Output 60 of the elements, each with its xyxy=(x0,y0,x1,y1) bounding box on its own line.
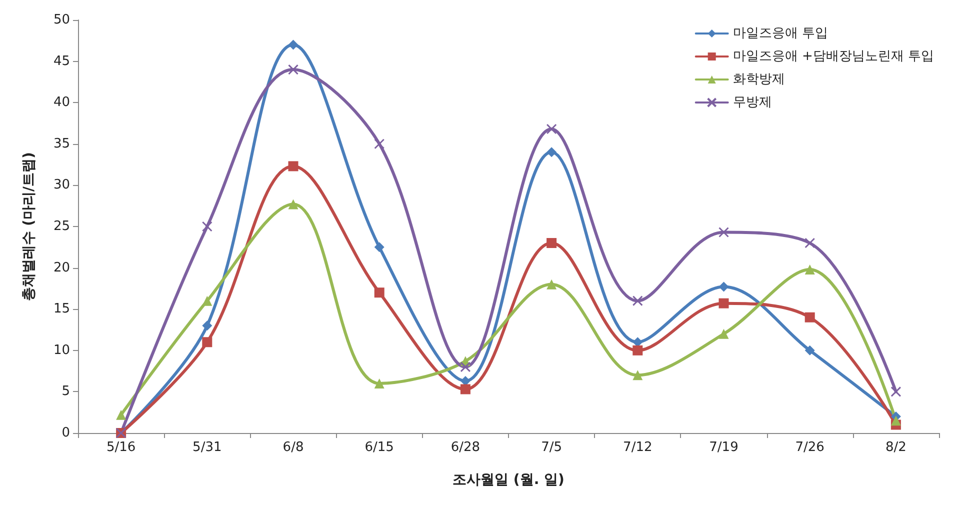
x-tick-label: 7/12 xyxy=(623,440,652,455)
legend-label: 화학방제 xyxy=(732,72,785,87)
x-tick-label: 5/16 xyxy=(106,440,136,455)
y-tick-label: 0 xyxy=(62,426,70,440)
point xyxy=(632,345,643,356)
point xyxy=(288,64,298,75)
point xyxy=(374,378,384,388)
point xyxy=(374,288,384,298)
point xyxy=(374,138,385,150)
point xyxy=(718,298,729,308)
y-tick-label: 30 xyxy=(53,178,70,193)
point xyxy=(116,410,126,420)
point xyxy=(804,312,815,322)
y-tick-label: 25 xyxy=(53,219,70,234)
point xyxy=(460,376,470,386)
x-tick-label: 7/19 xyxy=(709,440,738,455)
y-tick-label: 35 xyxy=(53,136,70,152)
point xyxy=(804,264,815,274)
x-tick-label: 7/5 xyxy=(541,440,562,455)
x-tick-label: 8/2 xyxy=(885,440,906,455)
x-tick-label: 5/31 xyxy=(192,440,222,455)
point xyxy=(546,238,557,248)
y-tick-label: 20 xyxy=(53,260,70,276)
point xyxy=(546,279,557,290)
y-tick-label: 45 xyxy=(53,54,70,69)
point xyxy=(460,362,471,372)
y-tick-label: 40 xyxy=(53,95,70,110)
legend-label: 마일즈응애 +담배장님노린재 투입 xyxy=(732,49,934,64)
x-tick-label: 7/26 xyxy=(795,440,824,455)
point xyxy=(202,320,212,331)
legend-label: 무방제 xyxy=(732,95,772,110)
point xyxy=(718,282,729,292)
point xyxy=(718,227,729,238)
x-tick-label: 6/15 xyxy=(364,440,394,455)
y-tick-label: 10 xyxy=(53,342,70,358)
point xyxy=(890,386,902,397)
y-axis-title: 총채벌레수 (마리/트랩) xyxy=(21,152,37,301)
y-tick-label: 5 xyxy=(62,384,70,400)
y-tick-label: 15 xyxy=(53,302,70,317)
y-tick-label: 50 xyxy=(53,12,70,28)
point xyxy=(546,124,557,134)
point xyxy=(632,296,643,306)
point xyxy=(546,147,557,158)
x-tick-label: 6/28 xyxy=(450,440,480,455)
point xyxy=(288,40,298,50)
x-axis-title: 조사월일 (월. 일) xyxy=(452,472,564,488)
point xyxy=(460,384,470,394)
point xyxy=(890,416,901,426)
point xyxy=(804,345,815,356)
point xyxy=(804,238,816,248)
x-tick-label: 6/8 xyxy=(282,440,304,455)
legend-label: 마일즈응애 투입 xyxy=(732,26,828,41)
point xyxy=(202,221,212,232)
point xyxy=(202,296,212,306)
point xyxy=(288,199,298,210)
point xyxy=(288,161,298,172)
point xyxy=(202,337,212,348)
point xyxy=(374,242,384,252)
point xyxy=(718,328,729,339)
point xyxy=(632,370,643,380)
